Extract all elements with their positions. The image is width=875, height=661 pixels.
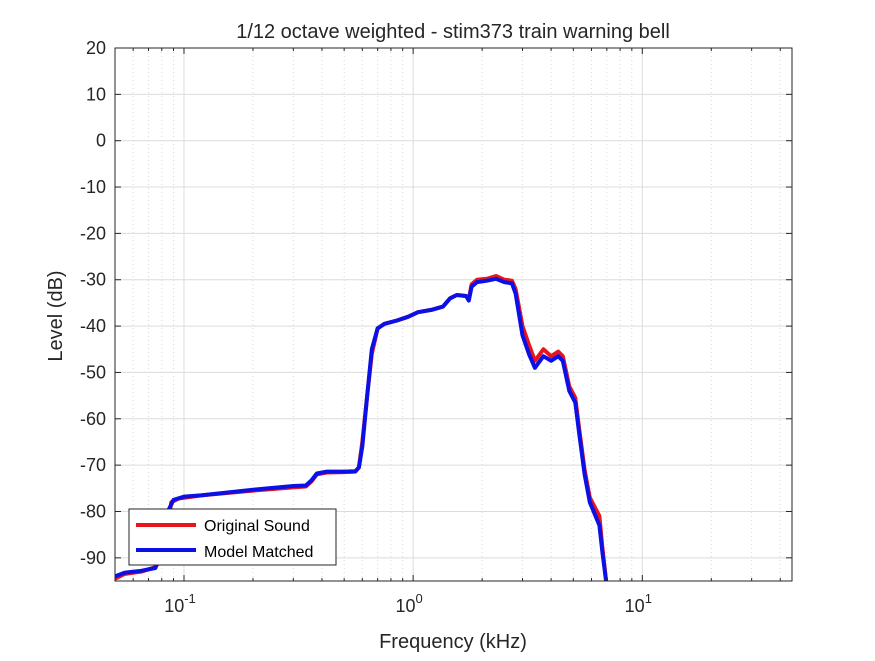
y-tick-label: -20 [80, 223, 106, 243]
x-tick-base: 10 [625, 596, 645, 616]
x-tick-label: 101 [625, 591, 652, 616]
ticks [115, 47, 792, 581]
y-tick-label: -70 [80, 455, 106, 475]
x-tick-base: 10 [396, 596, 416, 616]
x-tick-exponent: -1 [184, 591, 196, 606]
chart-title: 1/12 octave weighted - stim373 train war… [236, 21, 670, 43]
y-tick-label: 10 [86, 84, 106, 104]
legend: Original Sound Model Matched [128, 508, 337, 566]
y-tick-label: 0 [96, 131, 106, 151]
legend-label-model-matched: Model Matched [204, 544, 313, 561]
y-tick-label: -10 [80, 177, 106, 197]
x-tick-label: 10-1 [164, 591, 196, 616]
x-tick-base: 10 [164, 596, 184, 616]
tick-labels: 10-1 100 10120100-10-20-30-40-50-60-70-80-… [80, 38, 652, 616]
y-tick-label: -40 [80, 316, 106, 336]
axes-box [114, 47, 793, 582]
y-axis-label: Level (dB) [45, 270, 67, 361]
y-tick-label: -60 [80, 409, 106, 429]
legend-box [128, 508, 337, 566]
y-tick-label: -80 [80, 501, 106, 521]
legend-label-original-sound: Original Sound [204, 518, 310, 535]
x-tick-exponent: 0 [416, 591, 423, 606]
series-line-model-matched [115, 276, 609, 581]
axes-background [115, 48, 792, 581]
y-tick-label: -90 [80, 548, 106, 568]
x-tick-exponent: 1 [645, 591, 652, 606]
grid [115, 47, 792, 581]
y-tick-label: -50 [80, 362, 106, 382]
x-tick-label: 100 [396, 591, 423, 616]
y-tick-label: -30 [80, 270, 106, 290]
series-layer [115, 274, 609, 581]
x-axis-label: Frequency (kHz) [379, 631, 527, 653]
y-tick-label: 20 [86, 38, 106, 58]
